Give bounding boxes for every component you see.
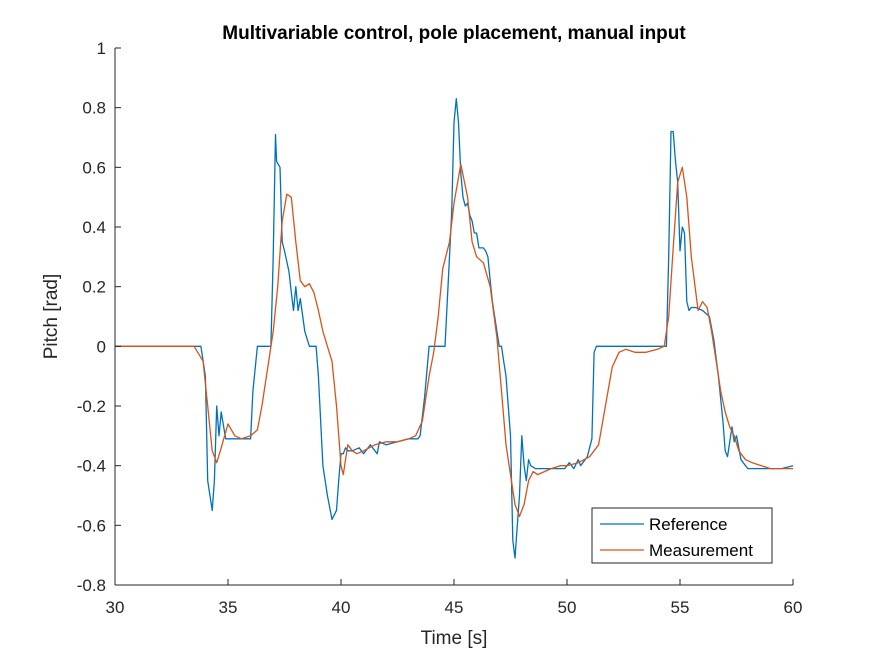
axes-layer: 30 35 40 45 50 55 60 -0.8 -0.6 -0.4 -0.2 0 0.2 0.4 0.6… [77,39,803,617]
series-layer [115,98,794,559]
x-axis-label: Time [s] [421,628,488,649]
x-tick-label: 45 [445,598,464,617]
y-tick-label: -0.4 [77,457,106,476]
y-tick-label: 0.2 [82,278,106,297]
x-tick-label: 60 [784,598,803,617]
y-axis-label: Pitch [rad] [41,274,62,360]
y-tick-label: -0.2 [77,397,106,416]
x-tick-label: 35 [219,598,238,617]
y-tick-label: -0.8 [77,576,106,595]
legend: Reference Measurement [591,507,773,564]
y-tick-label: 0.4 [82,218,106,237]
chart-title: Multivariable control, pole placement, m… [222,23,686,44]
y-tick-label: -0.6 [77,516,106,535]
x-tick-label: 50 [558,598,577,617]
x-tick-label: 40 [332,598,351,617]
x-tick-label: 30 [106,598,125,617]
y-tick-label: 0 [97,337,106,356]
legend-label-reference: Reference [649,515,727,534]
series-line-measurement [115,163,793,518]
y-tick-label: 0.8 [82,99,106,118]
legend-box [591,507,773,564]
series-line-reference [115,98,794,559]
legend-label-measurement: Measurement [649,541,753,560]
y-tick-label: 1 [97,39,106,58]
x-tick-label: 55 [671,598,690,617]
y-tick-label: 0.6 [82,158,106,177]
